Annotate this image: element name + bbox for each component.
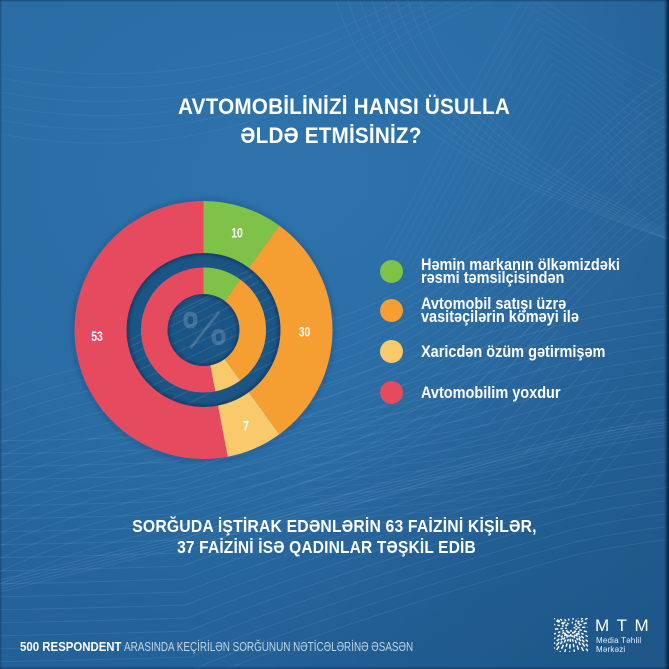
svg-text:53: 53 (91, 329, 103, 344)
svg-text:10: 10 (231, 226, 243, 241)
svg-text:7: 7 (243, 419, 249, 434)
svg-text:30: 30 (299, 325, 311, 340)
